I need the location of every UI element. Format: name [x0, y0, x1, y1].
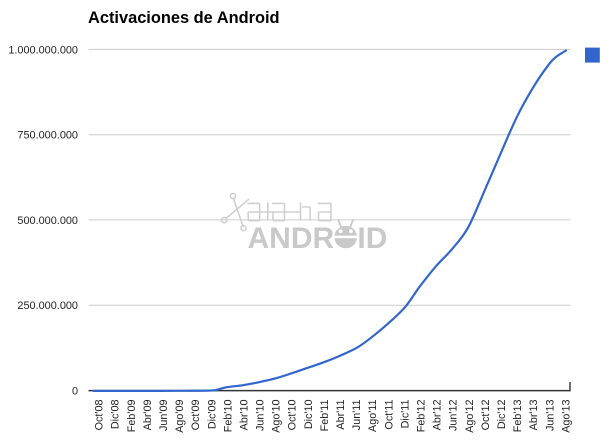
svg-text:Abr'12: Abr'12 — [432, 400, 444, 431]
svg-text:ID: ID — [357, 222, 387, 255]
svg-text:Oct'12: Oct'12 — [480, 400, 492, 431]
svg-text:ANDR: ANDR — [248, 222, 335, 255]
svg-text:Dic'12: Dic'12 — [496, 400, 508, 430]
svg-text:Feb'11: Feb'11 — [319, 400, 331, 432]
svg-text:Feb'09: Feb'09 — [126, 400, 138, 433]
svg-text:500.000.000: 500.000.000 — [17, 215, 78, 227]
svg-text:Ago'10: Ago'10 — [271, 400, 283, 433]
svg-text:Oct'09: Oct'09 — [190, 400, 202, 431]
svg-text:Dic'11: Dic'11 — [399, 400, 411, 429]
svg-text:Dic'09: Dic'09 — [206, 400, 218, 430]
svg-text:1.000.000.000: 1.000.000.000 — [8, 44, 78, 56]
svg-text:Abr'11: Abr'11 — [335, 400, 347, 430]
svg-text:Feb'10: Feb'10 — [222, 400, 234, 433]
svg-text:Jun'11: Jun'11 — [351, 400, 363, 431]
svg-text:Dic'10: Dic'10 — [303, 400, 315, 430]
svg-text:0: 0 — [72, 385, 78, 397]
svg-text:Feb'13: Feb'13 — [512, 400, 524, 433]
svg-text:Abr'10: Abr'10 — [239, 400, 251, 431]
svg-text:750.000.000: 750.000.000 — [17, 130, 78, 142]
svg-text:Oct'11: Oct'11 — [383, 400, 395, 430]
svg-text:Ago'13: Ago'13 — [560, 400, 572, 433]
svg-text:Abr'13: Abr'13 — [528, 400, 540, 431]
svg-text:Jun'10: Jun'10 — [255, 400, 267, 431]
svg-text:Oct'08: Oct'08 — [94, 400, 106, 431]
svg-text:Jun'13: Jun'13 — [544, 400, 556, 431]
svg-text:Abr'09: Abr'09 — [142, 400, 154, 431]
svg-text:Feb'12: Feb'12 — [416, 400, 428, 433]
svg-text:Jun'12: Jun'12 — [448, 400, 460, 431]
svg-text:Ago'09: Ago'09 — [174, 400, 186, 433]
svg-text:Oct'10: Oct'10 — [287, 400, 299, 431]
svg-text:Activaciones de Android: Activaciones de Android — [88, 9, 280, 27]
svg-text:250.000.000: 250.000.000 — [17, 300, 78, 312]
svg-text:Ago'11: Ago'11 — [367, 400, 379, 432]
svg-text:Ago'12: Ago'12 — [464, 400, 476, 433]
svg-text:Dic'08: Dic'08 — [110, 400, 122, 430]
svg-text:Jun'09: Jun'09 — [158, 400, 170, 431]
